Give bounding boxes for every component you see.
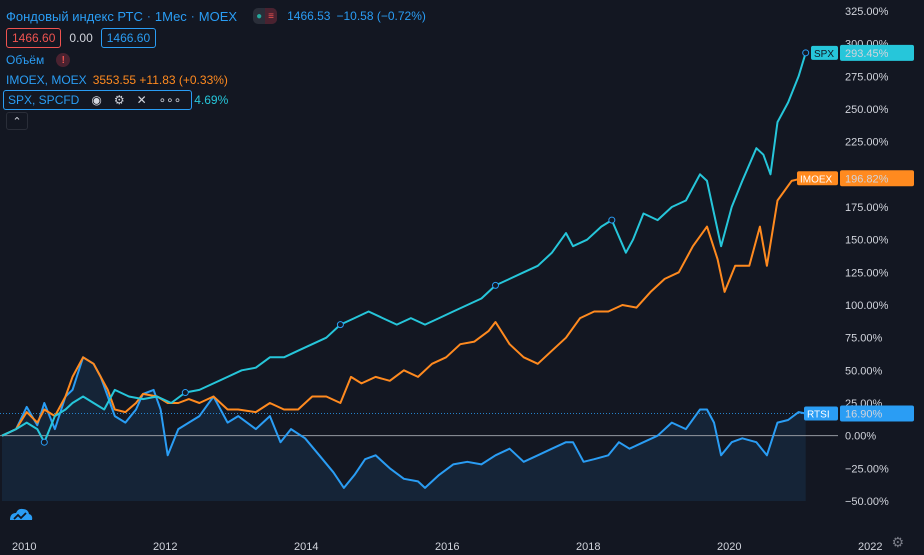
more-icon[interactable]: ∘∘∘ bbox=[158, 93, 182, 107]
imoex-tag-value: 196.82% bbox=[845, 173, 889, 185]
legend: Фондовый индекс РТС · 1Мес · MOEX ● ≡ 14… bbox=[3, 6, 426, 130]
spx-legend-row: SPX, SPCFD ◉ ⚙ ✕ ∘∘∘ 4.69% bbox=[3, 90, 426, 110]
y-tick-label: 325.00% bbox=[845, 6, 889, 18]
price-scale[interactable] bbox=[838, 0, 924, 555]
settings-gear-icon[interactable]: ⚙ bbox=[891, 534, 904, 550]
y-tick-label: 150.00% bbox=[845, 235, 889, 247]
y-tick-label: −25.00% bbox=[845, 463, 889, 475]
rtsi-tag-name-bg bbox=[804, 406, 838, 421]
market-closed-icon: ≡ bbox=[265, 8, 278, 24]
rtsi-series-line[interactable] bbox=[1, 356, 806, 489]
x-tick-label: 2010 bbox=[12, 541, 36, 553]
spx-legend-label[interactable]: SPX, SPCFD bbox=[8, 93, 80, 107]
rtsi-tag-name: RTSI bbox=[807, 409, 830, 420]
volume-label[interactable]: Объём bbox=[6, 53, 45, 67]
buy-price-box[interactable]: 1466.60 bbox=[100, 28, 157, 48]
spx-tag-value: 293.45% bbox=[845, 48, 889, 60]
x-tick-label: 2016 bbox=[435, 541, 459, 553]
imoex-legend-row: IMOEX, MOEX 3553.55 +11.83 (+0.33%) bbox=[6, 70, 426, 90]
market-status-toggle[interactable]: ● ≡ bbox=[253, 8, 278, 24]
x-tick-label: 2014 bbox=[294, 541, 318, 553]
spx-tag-value-bg bbox=[840, 44, 914, 61]
symbol-title[interactable]: Фондовый индекс РТС bbox=[6, 8, 143, 24]
y-tick-label: −50.00% bbox=[845, 496, 889, 508]
close-icon[interactable]: ✕ bbox=[136, 93, 147, 107]
rtsi-area-fill bbox=[2, 357, 806, 501]
market-open-dot-icon: ● bbox=[256, 10, 263, 22]
interval-label[interactable]: 1Мес bbox=[154, 8, 187, 24]
price-change: −10.58 (−0.72%) bbox=[336, 9, 426, 23]
imoex-legend-label[interactable]: IMOEX, MOEX bbox=[6, 73, 87, 87]
y-tick-label: 175.00% bbox=[845, 202, 889, 214]
spx-event-marker[interactable] bbox=[802, 49, 810, 57]
y-tick-label: 100.00% bbox=[845, 300, 889, 312]
spx-event-marker[interactable] bbox=[608, 216, 616, 224]
collapse-row: ⌃ bbox=[6, 110, 426, 130]
eye-icon[interactable]: ◉ bbox=[91, 93, 102, 107]
gear-icon[interactable]: ⚙ bbox=[113, 93, 125, 107]
tradingview-logo-icon[interactable] bbox=[8, 505, 34, 525]
x-tick-label: 2012 bbox=[153, 541, 177, 553]
spx-legend-value: 4.69% bbox=[194, 93, 229, 107]
imoex-tag-name-bg bbox=[797, 171, 838, 186]
y-tick-label: 250.00% bbox=[845, 104, 889, 116]
rtsi-tag-value-bg bbox=[840, 405, 914, 422]
y-tick-label: 225.00% bbox=[845, 137, 889, 149]
x-tick-label: 2022 bbox=[858, 541, 882, 553]
spx-event-marker[interactable] bbox=[40, 438, 48, 446]
imoex-legend-value: 3553.55 +11.83 (+0.33%) bbox=[92, 73, 228, 87]
y-tick-label: 50.00% bbox=[845, 365, 883, 377]
exchange-label: MOEX bbox=[198, 8, 238, 24]
imoex-price-tag[interactable]: IMOEX 196.82% bbox=[797, 170, 914, 187]
header-row: Фондовый индекс РТС · 1Мес · MOEX ● ≡ 14… bbox=[6, 8, 426, 24]
spx-price-tag[interactable]: SPX 293.45% bbox=[811, 44, 914, 61]
x-tick-label: 2018 bbox=[576, 541, 600, 553]
spx-event-marker[interactable] bbox=[492, 281, 499, 289]
y-tick-label: 75.00% bbox=[845, 333, 883, 345]
spx-tag-name: SPX bbox=[814, 49, 834, 60]
spx-event-marker[interactable] bbox=[181, 389, 189, 397]
rtsi-tag-value: 16.90% bbox=[845, 408, 883, 420]
spx-legend-box[interactable]: SPX, SPCFD ◉ ⚙ ✕ ∘∘∘ bbox=[3, 90, 193, 110]
y-tick-label: 125.00% bbox=[845, 267, 889, 279]
time-scale[interactable] bbox=[0, 535, 924, 555]
warning-icon[interactable]: ! bbox=[56, 53, 71, 67]
x-tick-label: 2020 bbox=[717, 541, 741, 553]
bid-ask-row: 1466.60 0.00 1466.60 bbox=[6, 26, 426, 50]
spx-series-line[interactable] bbox=[1, 52, 807, 444]
spx-tag-name-bg bbox=[811, 45, 838, 60]
imoex-series-line[interactable] bbox=[1, 177, 803, 437]
y-tick-label: 0.00% bbox=[845, 431, 876, 443]
rtsi-price-tag[interactable]: RTSI 16.90% bbox=[804, 405, 914, 422]
sell-price-box[interactable]: 1466.60 bbox=[6, 28, 62, 48]
volume-row: Объём ! bbox=[6, 50, 426, 70]
spread-value: 0.00 bbox=[69, 31, 93, 45]
imoex-tag-name: IMOEX bbox=[800, 174, 833, 185]
y-tick-label: 275.00% bbox=[845, 71, 889, 83]
last-price: 1466.53 bbox=[287, 9, 331, 23]
spx-event-marker[interactable] bbox=[336, 321, 344, 329]
imoex-tag-value-bg bbox=[840, 170, 914, 187]
collapse-chevron-icon[interactable]: ⌃ bbox=[6, 112, 28, 130]
